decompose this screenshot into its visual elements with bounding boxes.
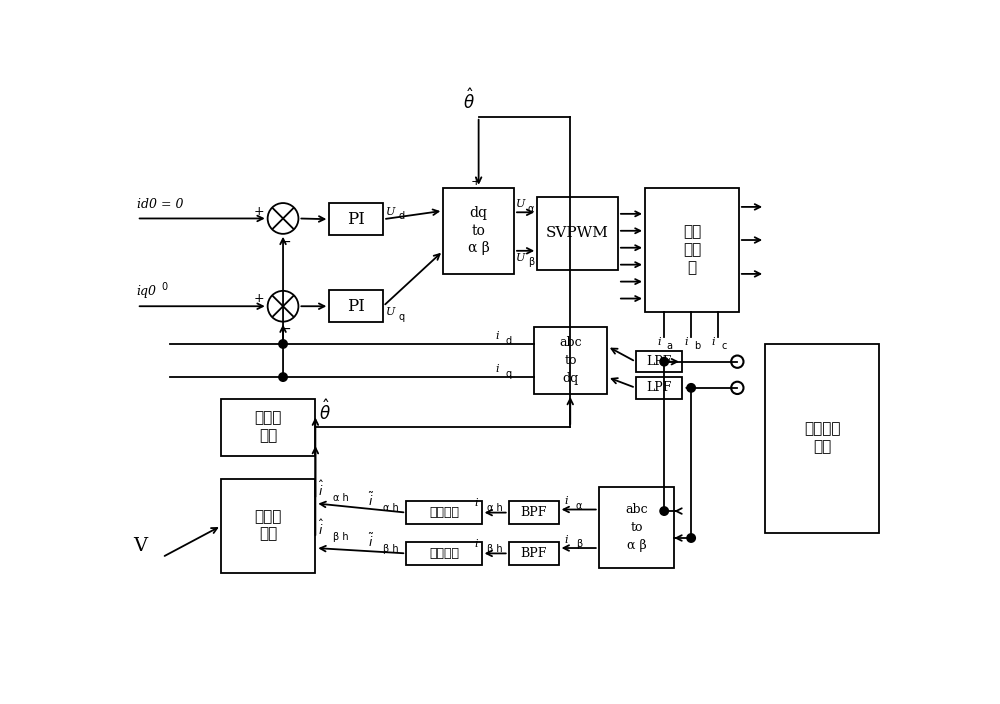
Bar [221, 398, 315, 455]
Circle shape [687, 384, 695, 392]
Bar [406, 542, 482, 565]
Text: $\hat{i}$: $\hat{i}$ [318, 519, 324, 538]
Text: β: β [528, 257, 534, 267]
Text: α h: α h [383, 503, 399, 513]
Text: i: i [565, 534, 568, 545]
Text: β h: β h [383, 544, 399, 554]
Bar [221, 479, 315, 572]
Circle shape [279, 340, 287, 348]
Text: PI: PI [347, 210, 365, 227]
Circle shape [731, 356, 744, 367]
Text: abc: abc [559, 337, 582, 349]
Circle shape [731, 382, 744, 394]
Bar [406, 501, 482, 524]
Text: 永磁同步: 永磁同步 [804, 422, 840, 436]
Bar [636, 377, 682, 398]
Text: 器: 器 [687, 260, 696, 275]
Text: id0 = 0: id0 = 0 [137, 198, 183, 210]
Bar [765, 344, 879, 533]
Text: to: to [472, 224, 486, 238]
Text: 三相: 三相 [683, 225, 701, 239]
Circle shape [660, 358, 668, 366]
Bar [537, 197, 618, 270]
Text: α β: α β [468, 241, 489, 256]
Bar [329, 290, 383, 322]
Text: LPF: LPF [646, 382, 671, 394]
Text: −: − [279, 322, 291, 337]
Text: U: U [386, 206, 396, 217]
Text: q: q [506, 369, 512, 379]
Text: abc: abc [625, 503, 648, 517]
Text: i: i [565, 496, 568, 506]
Bar [443, 188, 514, 274]
Text: α β: α β [627, 539, 646, 552]
Text: 逆变: 逆变 [683, 243, 701, 257]
Text: d: d [399, 211, 405, 221]
Bar [645, 188, 739, 313]
Text: 0: 0 [161, 282, 168, 292]
Text: LPF: LPF [646, 356, 671, 368]
Text: β: β [576, 539, 582, 549]
Bar [636, 351, 682, 372]
Text: PI: PI [347, 298, 365, 315]
Text: SVPWM: SVPWM [546, 227, 609, 241]
Circle shape [279, 373, 287, 382]
Text: β h: β h [487, 544, 503, 554]
Text: U: U [516, 253, 525, 263]
Text: dq: dq [470, 206, 488, 220]
Text: +: + [254, 292, 264, 306]
Bar [509, 501, 559, 524]
Text: i: i [684, 337, 688, 347]
Text: +: + [254, 205, 264, 218]
Text: i: i [711, 337, 715, 347]
Text: α h: α h [487, 503, 503, 513]
Text: $\hat{\theta}$: $\hat{\theta}$ [463, 89, 475, 113]
Text: +: + [471, 175, 482, 187]
Text: i: i [657, 337, 661, 347]
Text: 包络检测: 包络检测 [429, 506, 459, 519]
Text: 速度观: 速度观 [255, 510, 282, 524]
Circle shape [687, 534, 695, 542]
Circle shape [660, 507, 668, 515]
Text: α: α [528, 203, 534, 213]
Circle shape [268, 291, 298, 322]
Text: to: to [564, 354, 577, 367]
Text: V: V [134, 537, 148, 555]
Text: 位置锁: 位置锁 [255, 411, 282, 425]
Text: α h: α h [333, 493, 349, 503]
Text: U: U [516, 199, 525, 209]
Text: a: a [666, 341, 672, 351]
Text: 包络检测: 包络检测 [429, 547, 459, 560]
Bar [509, 542, 559, 565]
Text: $\tilde{i}$: $\tilde{i}$ [368, 533, 374, 551]
Text: i: i [475, 498, 478, 508]
Text: U: U [386, 308, 396, 318]
Text: d: d [506, 336, 512, 346]
Text: q: q [399, 312, 405, 322]
Text: BPF: BPF [520, 506, 547, 519]
Text: b: b [694, 341, 700, 351]
Text: i: i [475, 539, 478, 549]
Text: $\hat{i}$: $\hat{i}$ [318, 480, 324, 499]
Text: 相环: 相环 [259, 429, 278, 443]
Text: to: to [630, 521, 643, 534]
Text: c: c [721, 341, 727, 351]
Bar [599, 487, 674, 568]
Text: $\hat{\theta}$: $\hat{\theta}$ [319, 400, 331, 425]
Text: $\tilde{i}$: $\tilde{i}$ [368, 492, 374, 510]
Text: BPF: BPF [520, 547, 547, 560]
Text: i: i [496, 332, 499, 341]
Text: α: α [576, 501, 582, 510]
Text: −: − [279, 234, 291, 249]
Text: i: i [496, 365, 499, 375]
Text: 测器: 测器 [259, 527, 278, 541]
Text: β h: β h [333, 532, 349, 541]
Bar [329, 203, 383, 235]
Text: 电机: 电机 [813, 440, 831, 454]
Text: iq0: iq0 [137, 285, 157, 298]
Circle shape [268, 203, 298, 234]
Bar [534, 327, 607, 394]
Text: dq: dq [563, 372, 579, 384]
